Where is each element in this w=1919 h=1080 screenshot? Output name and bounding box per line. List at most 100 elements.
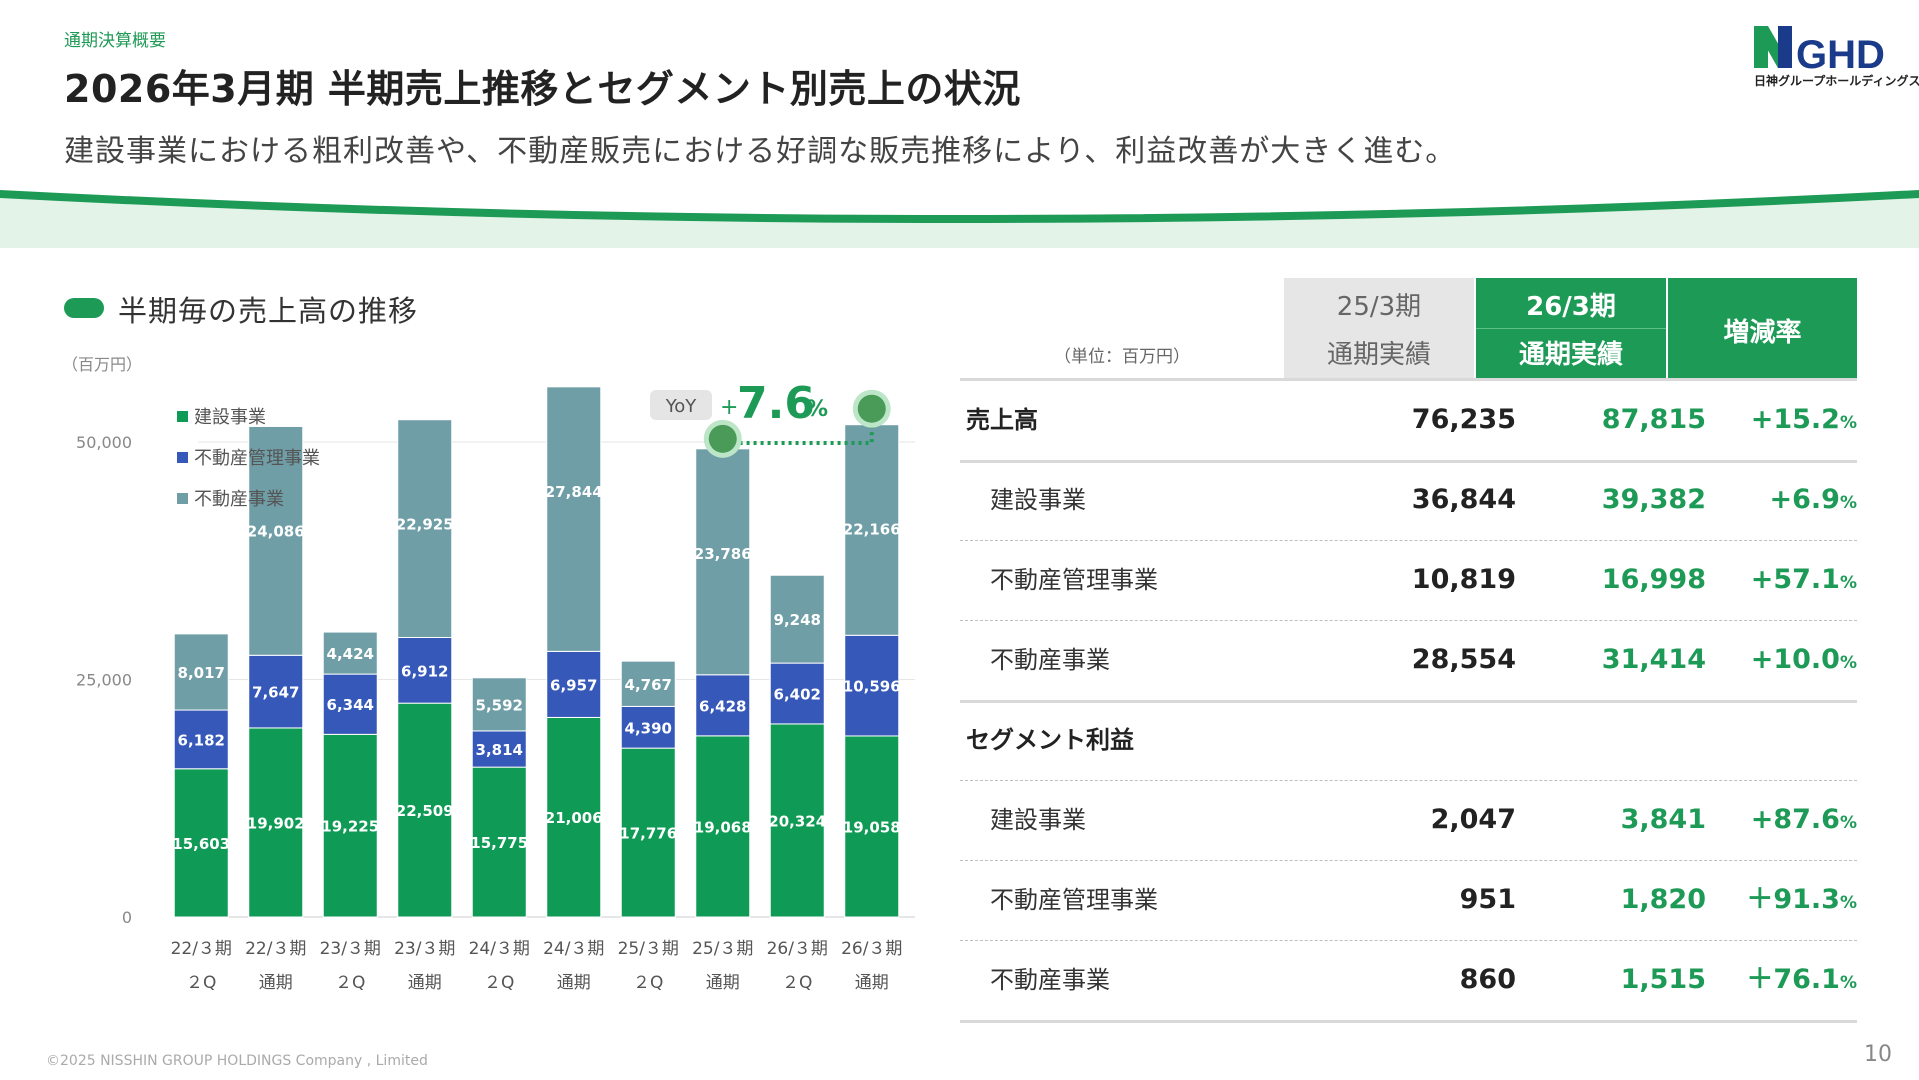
breadcrumb: 通期決算概要 (64, 31, 166, 51)
bar-segment (248, 654, 304, 729)
row-label: セグメント利益 (966, 726, 1134, 754)
growth-unit: % (1839, 973, 1857, 993)
bar-segment (769, 574, 825, 664)
x-tick-label: ２Q (484, 973, 514, 993)
x-tick-label: ２Q (335, 973, 365, 993)
page-subtitle: 建設事業における粗利改善や、不動産販売における好調な販売推移により、利益改善が大… (64, 134, 1457, 169)
yoy-percent: % (806, 397, 828, 422)
yoy-value: 7.6 (737, 378, 815, 429)
x-tick-label: 22/３期 (171, 939, 232, 959)
growth-unit: % (1839, 413, 1857, 433)
data-label: 7,647 (252, 684, 299, 702)
row-separator (960, 460, 1857, 463)
x-tick-label: 23/３期 (394, 939, 455, 959)
bar-segment (248, 727, 304, 918)
table-row: セグメント利益 (960, 700, 1857, 780)
bar-segment (695, 735, 751, 918)
data-label: 4,390 (625, 719, 672, 737)
data-label: 4,767 (625, 676, 672, 694)
x-tick-label: 23/３期 (320, 939, 381, 959)
data-label: 6,428 (699, 697, 746, 715)
prev-value: 28,554 (1411, 644, 1516, 675)
data-label: 22,509 (396, 802, 454, 820)
header-prev-sub: 通期実績 (1326, 340, 1431, 370)
data-label: 22,925 (396, 516, 454, 534)
row-separator (960, 700, 1857, 703)
bar-segment (322, 673, 378, 735)
table-row: 不動産事業 860 1,515 ＋76.1% (960, 940, 1857, 1020)
bar-segment (397, 637, 453, 704)
prev-value: 76,235 (1411, 404, 1516, 435)
bar-segment (844, 735, 900, 918)
header-curr-divider (1476, 328, 1666, 329)
header-curr-sub: 通期実績 (1518, 340, 1623, 370)
prev-value: 36,844 (1411, 484, 1516, 515)
bar-segment (695, 448, 751, 676)
growth-number: +57.1 (1750, 564, 1840, 595)
prev-value: 2,047 (1430, 804, 1516, 835)
growth-number: +10.0 (1750, 644, 1840, 675)
company-logo: GHD 日神グループホールディングス (1752, 22, 1919, 88)
table-unit-label: （単位：百万円） (1054, 347, 1190, 367)
page-title: 2026年3月期 半期売上推移とセグメント別売上の状況 (64, 67, 1021, 111)
curr-value: 16,998 (1601, 564, 1706, 595)
yoy-badge (650, 390, 712, 420)
data-label: 19,058 (843, 818, 901, 836)
table-row: 不動産管理事業 951 1,820 ＋91.3% (960, 860, 1857, 940)
data-label: 10,596 (843, 678, 901, 696)
header-curr-period: 26/3期 (1526, 292, 1616, 322)
data-label: 19,068 (694, 818, 752, 836)
yoy-badge-label: YoY (665, 396, 698, 417)
data-label: 21,006 (545, 809, 603, 827)
bar-segment (620, 747, 676, 918)
data-label: 19,225 (321, 818, 379, 836)
legend-label: 建設事業 (194, 407, 266, 428)
growth-value: ＋76.1% (1680, 940, 1857, 1023)
bar-segment (397, 702, 453, 918)
header-prev-period: 25/3期 (1336, 292, 1422, 322)
x-tick-label: 26/３期 (767, 939, 828, 959)
chart-title: 半期毎の売上高の推移 (118, 294, 419, 328)
x-tick-label: 24/３期 (469, 939, 530, 959)
legend-swatch (177, 452, 188, 463)
legend-label: 不動産事業 (194, 489, 284, 510)
table-header-separator (960, 378, 1857, 381)
curr-value: 39,382 (1601, 484, 1706, 515)
table-row: 建設事業 2,047 3,841 +87.6% (960, 780, 1857, 860)
bar-segment (844, 424, 900, 636)
data-label: 4,424 (327, 645, 374, 663)
prev-value: 10,819 (1411, 564, 1516, 595)
x-tick-label: 通期 (706, 973, 740, 993)
data-label: 19,902 (247, 814, 305, 832)
growth-value: +10.0% (1680, 620, 1857, 703)
data-label: 23,786 (694, 545, 752, 563)
legend-swatch (177, 411, 188, 422)
x-tick-label: 25/３期 (618, 939, 679, 959)
yoy-marker (857, 394, 886, 423)
growth-unit: % (1839, 573, 1857, 593)
row-separator (960, 780, 1857, 781)
growth-value: +15.2% (1680, 380, 1857, 463)
row-label: 不動産管理事業 (990, 886, 1158, 914)
bar-segment (546, 386, 602, 652)
header-growth-bg (1668, 278, 1857, 378)
header-growth: 増減率 (1723, 318, 1802, 348)
header-prev-period-bg (1284, 278, 1474, 378)
growth-value: +87.6% (1680, 780, 1857, 863)
copyright: ©2025 NISSHIN GROUP HOLDINGS Company , L… (46, 1053, 428, 1069)
growth-value: +57.1% (1680, 540, 1857, 623)
x-tick-label: ２Q (633, 973, 663, 993)
yoy-marker (708, 424, 737, 453)
growth-value: ＋91.3% (1680, 860, 1857, 943)
data-label: 15,775 (470, 834, 528, 852)
x-tick-label: 通期 (855, 973, 889, 993)
growth-unit: % (1839, 653, 1857, 673)
curr-value: 3,841 (1620, 804, 1706, 835)
prev-value: 951 (1459, 884, 1516, 915)
table-row: 売上高 76,235 87,815 +15.2% (960, 380, 1857, 460)
row-label: 不動産管理事業 (990, 566, 1158, 594)
growth-number: +6.9 (1769, 484, 1840, 515)
legend-swatch (177, 493, 188, 504)
y-tick-label: 0 (122, 908, 132, 927)
data-label: 6,402 (774, 686, 821, 704)
